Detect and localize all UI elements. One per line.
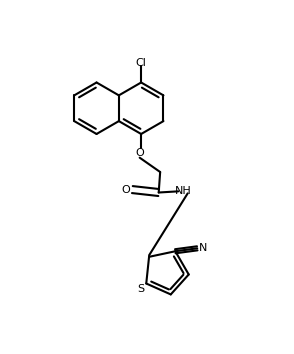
Text: S: S	[137, 284, 145, 294]
Text: Cl: Cl	[136, 58, 147, 68]
Text: O: O	[135, 148, 144, 158]
Text: O: O	[121, 185, 130, 195]
Text: NH: NH	[175, 186, 192, 196]
Text: N: N	[199, 243, 207, 253]
